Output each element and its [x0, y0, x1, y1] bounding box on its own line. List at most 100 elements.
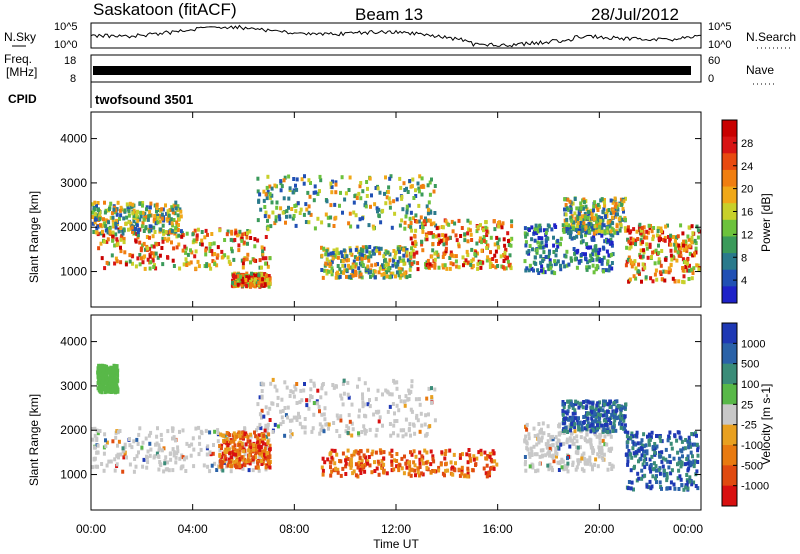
echo-cell-velocity-6 — [626, 455, 630, 460]
echo-cell-velocity-2 — [254, 434, 258, 439]
echo-cell-velocity-6 — [647, 442, 651, 447]
echo-cell-velocity-7 — [101, 375, 105, 380]
echo-cell-power-0 — [184, 257, 188, 262]
echo-cell-velocity-0 — [157, 443, 161, 448]
echo-cell-velocity-0 — [172, 435, 176, 440]
echo-cell-power-1 — [109, 201, 113, 206]
echo-cell-power-1 — [139, 214, 143, 219]
echo-cell-power-4 — [352, 259, 356, 264]
echo-cell-power-4 — [325, 257, 329, 262]
echo-cell-power-2 — [232, 273, 236, 278]
echo-cell-velocity-4 — [586, 458, 590, 463]
echo-cell-velocity-7 — [112, 382, 116, 387]
echo-cell-power-0 — [210, 249, 214, 253]
echo-cell-power-6 — [590, 252, 594, 257]
echo-cell-velocity-1 — [364, 429, 368, 434]
echo-cell-power-5 — [480, 248, 484, 253]
echo-cell-power-1 — [93, 220, 97, 225]
echo-cell-velocity-2 — [230, 455, 233, 460]
echo-cell-velocity-4 — [606, 432, 610, 437]
echo-cell-velocity-6 — [668, 430, 672, 435]
echo-cell-power-5 — [507, 263, 511, 268]
echo-cell-power-2 — [245, 284, 249, 288]
echo-cell-power-3 — [308, 194, 312, 199]
echo-cell-power-6 — [583, 233, 587, 238]
echo-cell-power-7 — [600, 225, 604, 230]
echo-cell-velocity-3 — [354, 449, 358, 454]
echo-cell-power-2 — [267, 281, 271, 286]
echo-cell-velocity-6 — [636, 471, 640, 476]
echo-cell-power-1 — [136, 230, 140, 235]
echo-cell-velocity-1 — [344, 429, 348, 434]
echo-cell-velocity-6 — [669, 441, 673, 446]
echo-cell-power-1 — [170, 205, 174, 210]
echo-cell-velocity-4 — [525, 422, 529, 427]
echo-cell-velocity-6 — [660, 450, 664, 455]
echo-cell-power-7 — [602, 223, 606, 228]
cpid-label: CPID — [8, 92, 37, 106]
echo-cell-power-3 — [387, 185, 391, 190]
echo-cell-velocity-1 — [417, 397, 421, 402]
echo-cell-power-5 — [433, 257, 437, 262]
echo-cell-velocity-4 — [533, 434, 537, 438]
echo-cell-power-3 — [282, 196, 286, 201]
echo-cell-power-6 — [544, 230, 548, 235]
echo-cell-power-4 — [393, 255, 397, 260]
echo-cell-power-1 — [177, 223, 180, 227]
echo-cell-velocity-7 — [110, 378, 113, 382]
echo-cell-velocity-4 — [549, 435, 553, 440]
colorbar-segment — [722, 236, 737, 254]
echo-cell-power-0 — [191, 232, 195, 237]
echo-cell-velocity-6 — [677, 460, 681, 465]
echo-cell-power-5 — [444, 219, 448, 224]
echo-cell-velocity-4 — [532, 444, 536, 449]
echo-cell-power-6 — [534, 261, 538, 266]
echo-cell-velocity-2 — [234, 452, 238, 457]
echo-cell-power-0 — [114, 256, 118, 261]
echo-cell-power-0 — [237, 243, 241, 248]
echo-cell-power-3 — [302, 181, 306, 186]
echo-cell-power-6 — [539, 245, 543, 250]
echo-cell-power-8 — [652, 226, 656, 230]
echo-cell-power-1 — [141, 210, 145, 215]
echo-cell-velocity-0 — [132, 439, 136, 444]
echo-cell-power-0 — [260, 265, 263, 270]
colorbar-segment — [722, 120, 737, 138]
echo-cell-velocity-6 — [654, 476, 658, 481]
echo-cell-velocity-3 — [474, 462, 478, 467]
echo-cell-velocity-2 — [231, 445, 235, 450]
echo-cell-power-5 — [454, 254, 458, 259]
echo-cell-velocity-3 — [373, 469, 377, 473]
echo-cell-velocity-2 — [228, 451, 232, 456]
echo-cell-velocity-3 — [403, 454, 406, 459]
echo-cell-power-7 — [577, 211, 581, 216]
echo-cell-power-3 — [270, 193, 274, 198]
echo-cell-power-1 — [127, 213, 131, 218]
echo-cell-power-4 — [398, 249, 401, 254]
echo-cell-velocity-3 — [467, 448, 471, 452]
echo-cell-power-6 — [530, 225, 534, 230]
echo-cell-velocity-0 — [171, 447, 175, 452]
echo-cell-power-6 — [604, 268, 608, 273]
echo-cell-power-1 — [134, 227, 138, 231]
echo-cell-power-3 — [294, 223, 298, 228]
echo-cell-power-0 — [182, 262, 186, 267]
echo-cell-power-5 — [414, 228, 418, 233]
power-y-axis-label: Slant Range [km] — [27, 191, 41, 283]
echo-cell-velocity-5 — [574, 401, 578, 406]
echo-cell-velocity-2 — [263, 436, 266, 441]
echo-cell-velocity-2 — [259, 439, 262, 444]
echo-cell-velocity-2 — [223, 454, 227, 459]
echo-cell-velocity-1 — [284, 413, 288, 418]
echo-cell-velocity-0 — [191, 436, 195, 441]
colorbar-tick-label: 12 — [741, 229, 753, 241]
echo-cell-power-3 — [348, 175, 352, 180]
echo-cell-power-0 — [148, 246, 152, 251]
echo-cell-velocity-4 — [548, 443, 552, 448]
echo-cell-velocity-0 — [154, 442, 157, 447]
echo-cell-power-5 — [497, 224, 501, 229]
echo-cell-velocity-1 — [332, 421, 336, 425]
echo-cell-velocity-4 — [555, 454, 558, 459]
echo-cell-velocity-5 — [597, 408, 601, 413]
echo-cell-power-5 — [476, 251, 479, 256]
